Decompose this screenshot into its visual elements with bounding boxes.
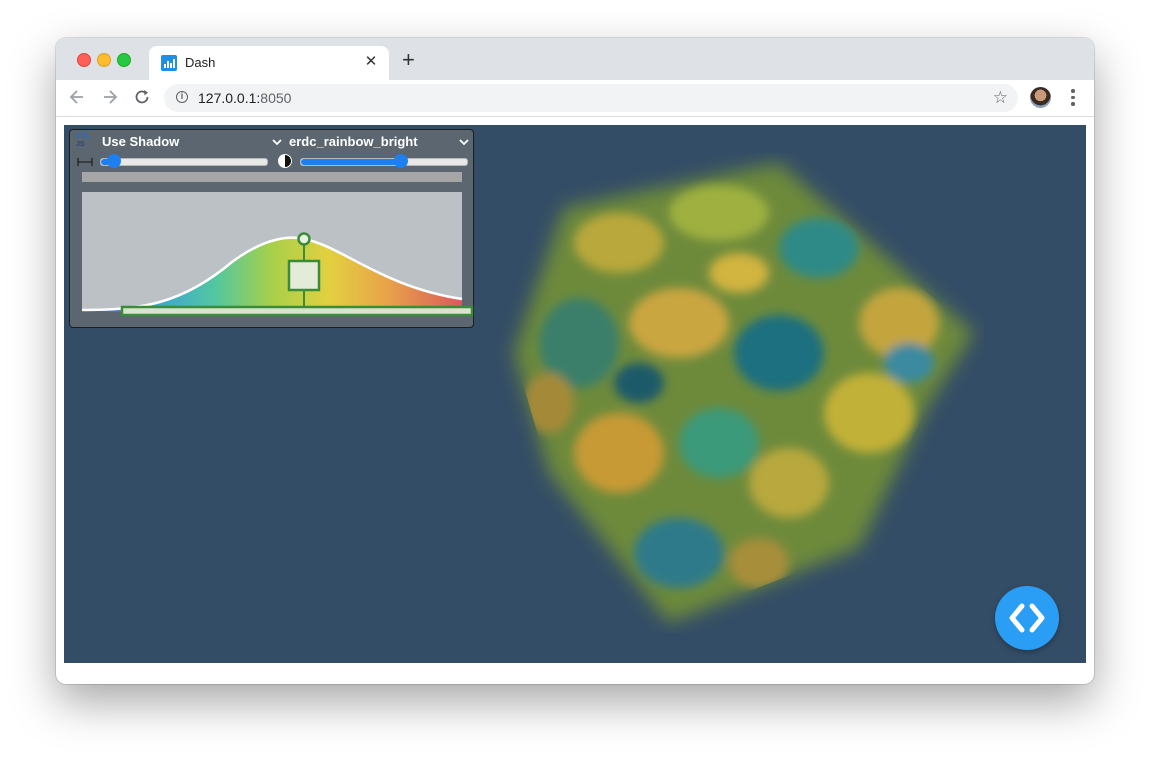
address-bar[interactable]: i 127.0.0.1:8050 ☆	[164, 84, 1018, 112]
avatar[interactable]	[1030, 87, 1051, 108]
range-icon	[77, 158, 93, 166]
url-port: 8050	[260, 90, 292, 106]
info-icon[interactable]: i	[176, 91, 188, 103]
tab-title: Dash	[185, 55, 216, 70]
close-window-button[interactable]	[77, 53, 91, 67]
back-icon[interactable]	[67, 87, 87, 107]
volume-controller-panel: VTK JS Use Shadow erdc_rainbow_bright	[69, 129, 474, 328]
code-toggle-button[interactable]	[995, 586, 1059, 650]
window-level-slider-thumb[interactable]	[393, 154, 408, 168]
reload-icon[interactable]	[132, 87, 152, 107]
code-icon	[1009, 603, 1045, 633]
contrast-icon	[278, 154, 292, 168]
opacity-curve[interactable]	[81, 192, 474, 320]
menu-icon[interactable]	[1066, 86, 1080, 108]
chevron-down-icon[interactable]	[459, 137, 469, 147]
vtk-view[interactable]: VTK JS Use Shadow erdc_rainbow_bright	[64, 125, 1086, 663]
volume-rendering[interactable]	[489, 153, 984, 633]
star-icon[interactable]: ☆	[992, 88, 1008, 107]
window-width-slider-thumb[interactable]	[107, 154, 122, 168]
browser-window: Dash ✕ + i 127.0.0.1:8050 ☆	[56, 38, 1094, 684]
browser-toolbar: i 127.0.0.1:8050 ☆	[56, 80, 1094, 117]
vtkjs-logo: VTK JS	[76, 133, 90, 148]
chevron-down-icon[interactable]	[272, 137, 282, 147]
new-tab-button[interactable]: +	[402, 47, 415, 72]
url-text: 127.0.0.1:8050	[198, 90, 291, 106]
window-level-slider[interactable]	[300, 154, 468, 168]
minimize-window-button[interactable]	[97, 53, 111, 67]
tab-dash[interactable]: Dash ✕	[149, 46, 389, 80]
maximize-window-button[interactable]	[117, 53, 131, 67]
shadow-select[interactable]: Use Shadow	[102, 134, 180, 149]
forward-icon[interactable]	[100, 87, 120, 107]
histogram-bar	[82, 172, 462, 182]
transfer-function-editor[interactable]	[81, 192, 474, 317]
url-host: 127.0.0.1:	[198, 90, 261, 106]
window-width-slider[interactable]	[100, 154, 268, 168]
colormap-select[interactable]: erdc_rainbow_bright	[289, 134, 418, 149]
dash-favicon-icon	[161, 55, 177, 71]
tab-bar: Dash ✕ +	[56, 38, 1094, 80]
window-level-slider-fill	[301, 159, 401, 165]
close-tab-icon[interactable]: ✕	[364, 53, 378, 70]
